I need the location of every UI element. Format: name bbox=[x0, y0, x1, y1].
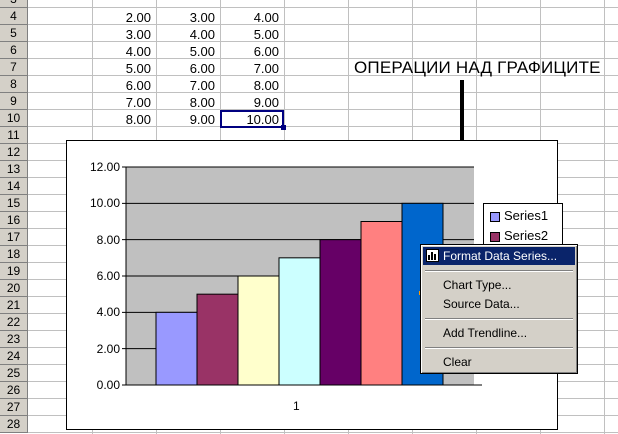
table-cell[interactable]: 5.00 bbox=[253, 27, 279, 42]
row-header[interactable]: 6 bbox=[0, 42, 28, 59]
legend-item-series1: Series1 bbox=[490, 208, 548, 223]
row-header[interactable]: 17 bbox=[0, 229, 28, 246]
row-header[interactable]: 21 bbox=[0, 297, 28, 314]
row-header[interactable]: 15 bbox=[0, 195, 28, 212]
row-header[interactable]: 4 bbox=[0, 8, 28, 25]
fill-handle[interactable] bbox=[281, 125, 286, 130]
table-cell[interactable]: 7.00 bbox=[189, 78, 215, 93]
y-tick-label: 0.00 bbox=[96, 378, 120, 392]
y-tick-label: 8.00 bbox=[96, 232, 120, 247]
table-cell[interactable]: 4.00 bbox=[125, 44, 151, 59]
table-cell[interactable]: 7.00 bbox=[253, 61, 279, 76]
grid-row-line bbox=[28, 432, 618, 433]
row-header[interactable]: 5 bbox=[0, 25, 28, 42]
table-cell[interactable]: 5.00 bbox=[189, 44, 215, 59]
grid-row-line bbox=[28, 126, 618, 127]
table-cell[interactable]: 3.00 bbox=[125, 27, 151, 42]
menu-item-add-trendline[interactable]: Add Trendline... bbox=[443, 326, 528, 340]
menu-item-format-data-series[interactable]: Format Data Series... bbox=[423, 247, 575, 265]
format-icon bbox=[426, 249, 439, 262]
x-category-label: 1 bbox=[293, 399, 300, 413]
table-cell[interactable]: 6.00 bbox=[125, 78, 151, 93]
bar-series3[interactable] bbox=[237, 275, 280, 386]
row-header[interactable]: 3 bbox=[0, 0, 28, 8]
annotation-title: ОПЕРАЦИИ НАД ГРАФИЦИТЕ bbox=[354, 58, 601, 77]
row-header[interactable]: 28 bbox=[0, 416, 28, 433]
row-header[interactable]: 8 bbox=[0, 76, 28, 93]
row-header[interactable]: 24 bbox=[0, 348, 28, 365]
bar-series6[interactable] bbox=[360, 221, 403, 386]
table-cell[interactable]: 8.00 bbox=[253, 78, 279, 93]
menu-separator bbox=[425, 347, 573, 349]
table-cell[interactable]: 6.00 bbox=[253, 44, 279, 59]
grid-col-line bbox=[604, 0, 605, 434]
row-header[interactable]: 10 bbox=[0, 110, 28, 127]
table-cell[interactable]: 9.00 bbox=[189, 112, 215, 127]
menu-separator bbox=[425, 318, 573, 320]
row-header[interactable]: 11 bbox=[0, 127, 28, 144]
table-cell[interactable]: 3.00 bbox=[189, 10, 215, 25]
row-header[interactable]: 18 bbox=[0, 246, 28, 263]
table-cell[interactable]: 7.00 bbox=[125, 95, 151, 110]
row-header[interactable]: 23 bbox=[0, 331, 28, 348]
table-cell[interactable]: 4.00 bbox=[189, 27, 215, 42]
bar-series2[interactable] bbox=[196, 293, 239, 386]
grid-row-line bbox=[28, 92, 618, 93]
bar-series1[interactable] bbox=[155, 311, 198, 386]
row-header[interactable]: 7 bbox=[0, 59, 28, 76]
grid-row-line bbox=[28, 41, 618, 42]
row-header[interactable]: 12 bbox=[0, 144, 28, 161]
menu-item-chart-type[interactable]: Chart Type... bbox=[443, 278, 512, 292]
table-cell[interactable]: 4.00 bbox=[253, 10, 279, 25]
selected-cell[interactable] bbox=[220, 110, 284, 128]
table-cell[interactable]: 6.00 bbox=[189, 61, 215, 76]
legend-swatch-series2 bbox=[490, 231, 500, 242]
menu-separator bbox=[425, 270, 573, 272]
row-header[interactable]: 14 bbox=[0, 178, 28, 195]
table-cell[interactable]: 5.00 bbox=[125, 61, 151, 76]
menu-item-source-data[interactable]: Source Data... bbox=[443, 297, 520, 311]
legend-swatch-series1 bbox=[490, 211, 500, 222]
row-header[interactable]: 19 bbox=[0, 263, 28, 280]
context-menu: Format Data Series... Chart Type... Sour… bbox=[420, 244, 578, 374]
bar-series4[interactable] bbox=[278, 257, 321, 386]
grid-row-line bbox=[28, 24, 618, 25]
y-tick-label: 2.00 bbox=[96, 341, 120, 356]
table-cell[interactable]: 2.00 bbox=[125, 10, 151, 25]
row-header[interactable]: 27 bbox=[0, 399, 28, 416]
grid-row-line bbox=[28, 58, 618, 59]
legend-item-series2: Series2 bbox=[490, 228, 548, 243]
row-header[interactable]: 22 bbox=[0, 314, 28, 331]
row-header[interactable]: 20 bbox=[0, 280, 28, 297]
y-tick-label: 6.00 bbox=[96, 269, 120, 283]
bar-series5[interactable] bbox=[319, 239, 362, 386]
grid-row-line bbox=[28, 7, 618, 8]
table-cell[interactable]: 9.00 bbox=[253, 95, 279, 110]
table-cell[interactable]: 8.00 bbox=[125, 112, 151, 127]
selected-cell-value: 10.00 bbox=[246, 112, 279, 127]
table-cell[interactable]: 8.00 bbox=[189, 95, 215, 110]
menu-item-clear[interactable]: Clear bbox=[443, 355, 472, 369]
y-tick-label: 10.00 bbox=[89, 196, 120, 211]
row-header[interactable]: 13 bbox=[0, 161, 28, 178]
y-tick-label: 4.00 bbox=[96, 305, 120, 320]
y-tick-label: 12.00 bbox=[89, 160, 120, 174]
grid-row-line bbox=[28, 109, 618, 110]
row-header[interactable]: 16 bbox=[0, 212, 28, 229]
row-header[interactable]: 26 bbox=[0, 382, 28, 399]
row-header[interactable]: 9 bbox=[0, 93, 28, 110]
row-header[interactable]: 25 bbox=[0, 365, 28, 382]
grid-row-line bbox=[28, 75, 618, 76]
